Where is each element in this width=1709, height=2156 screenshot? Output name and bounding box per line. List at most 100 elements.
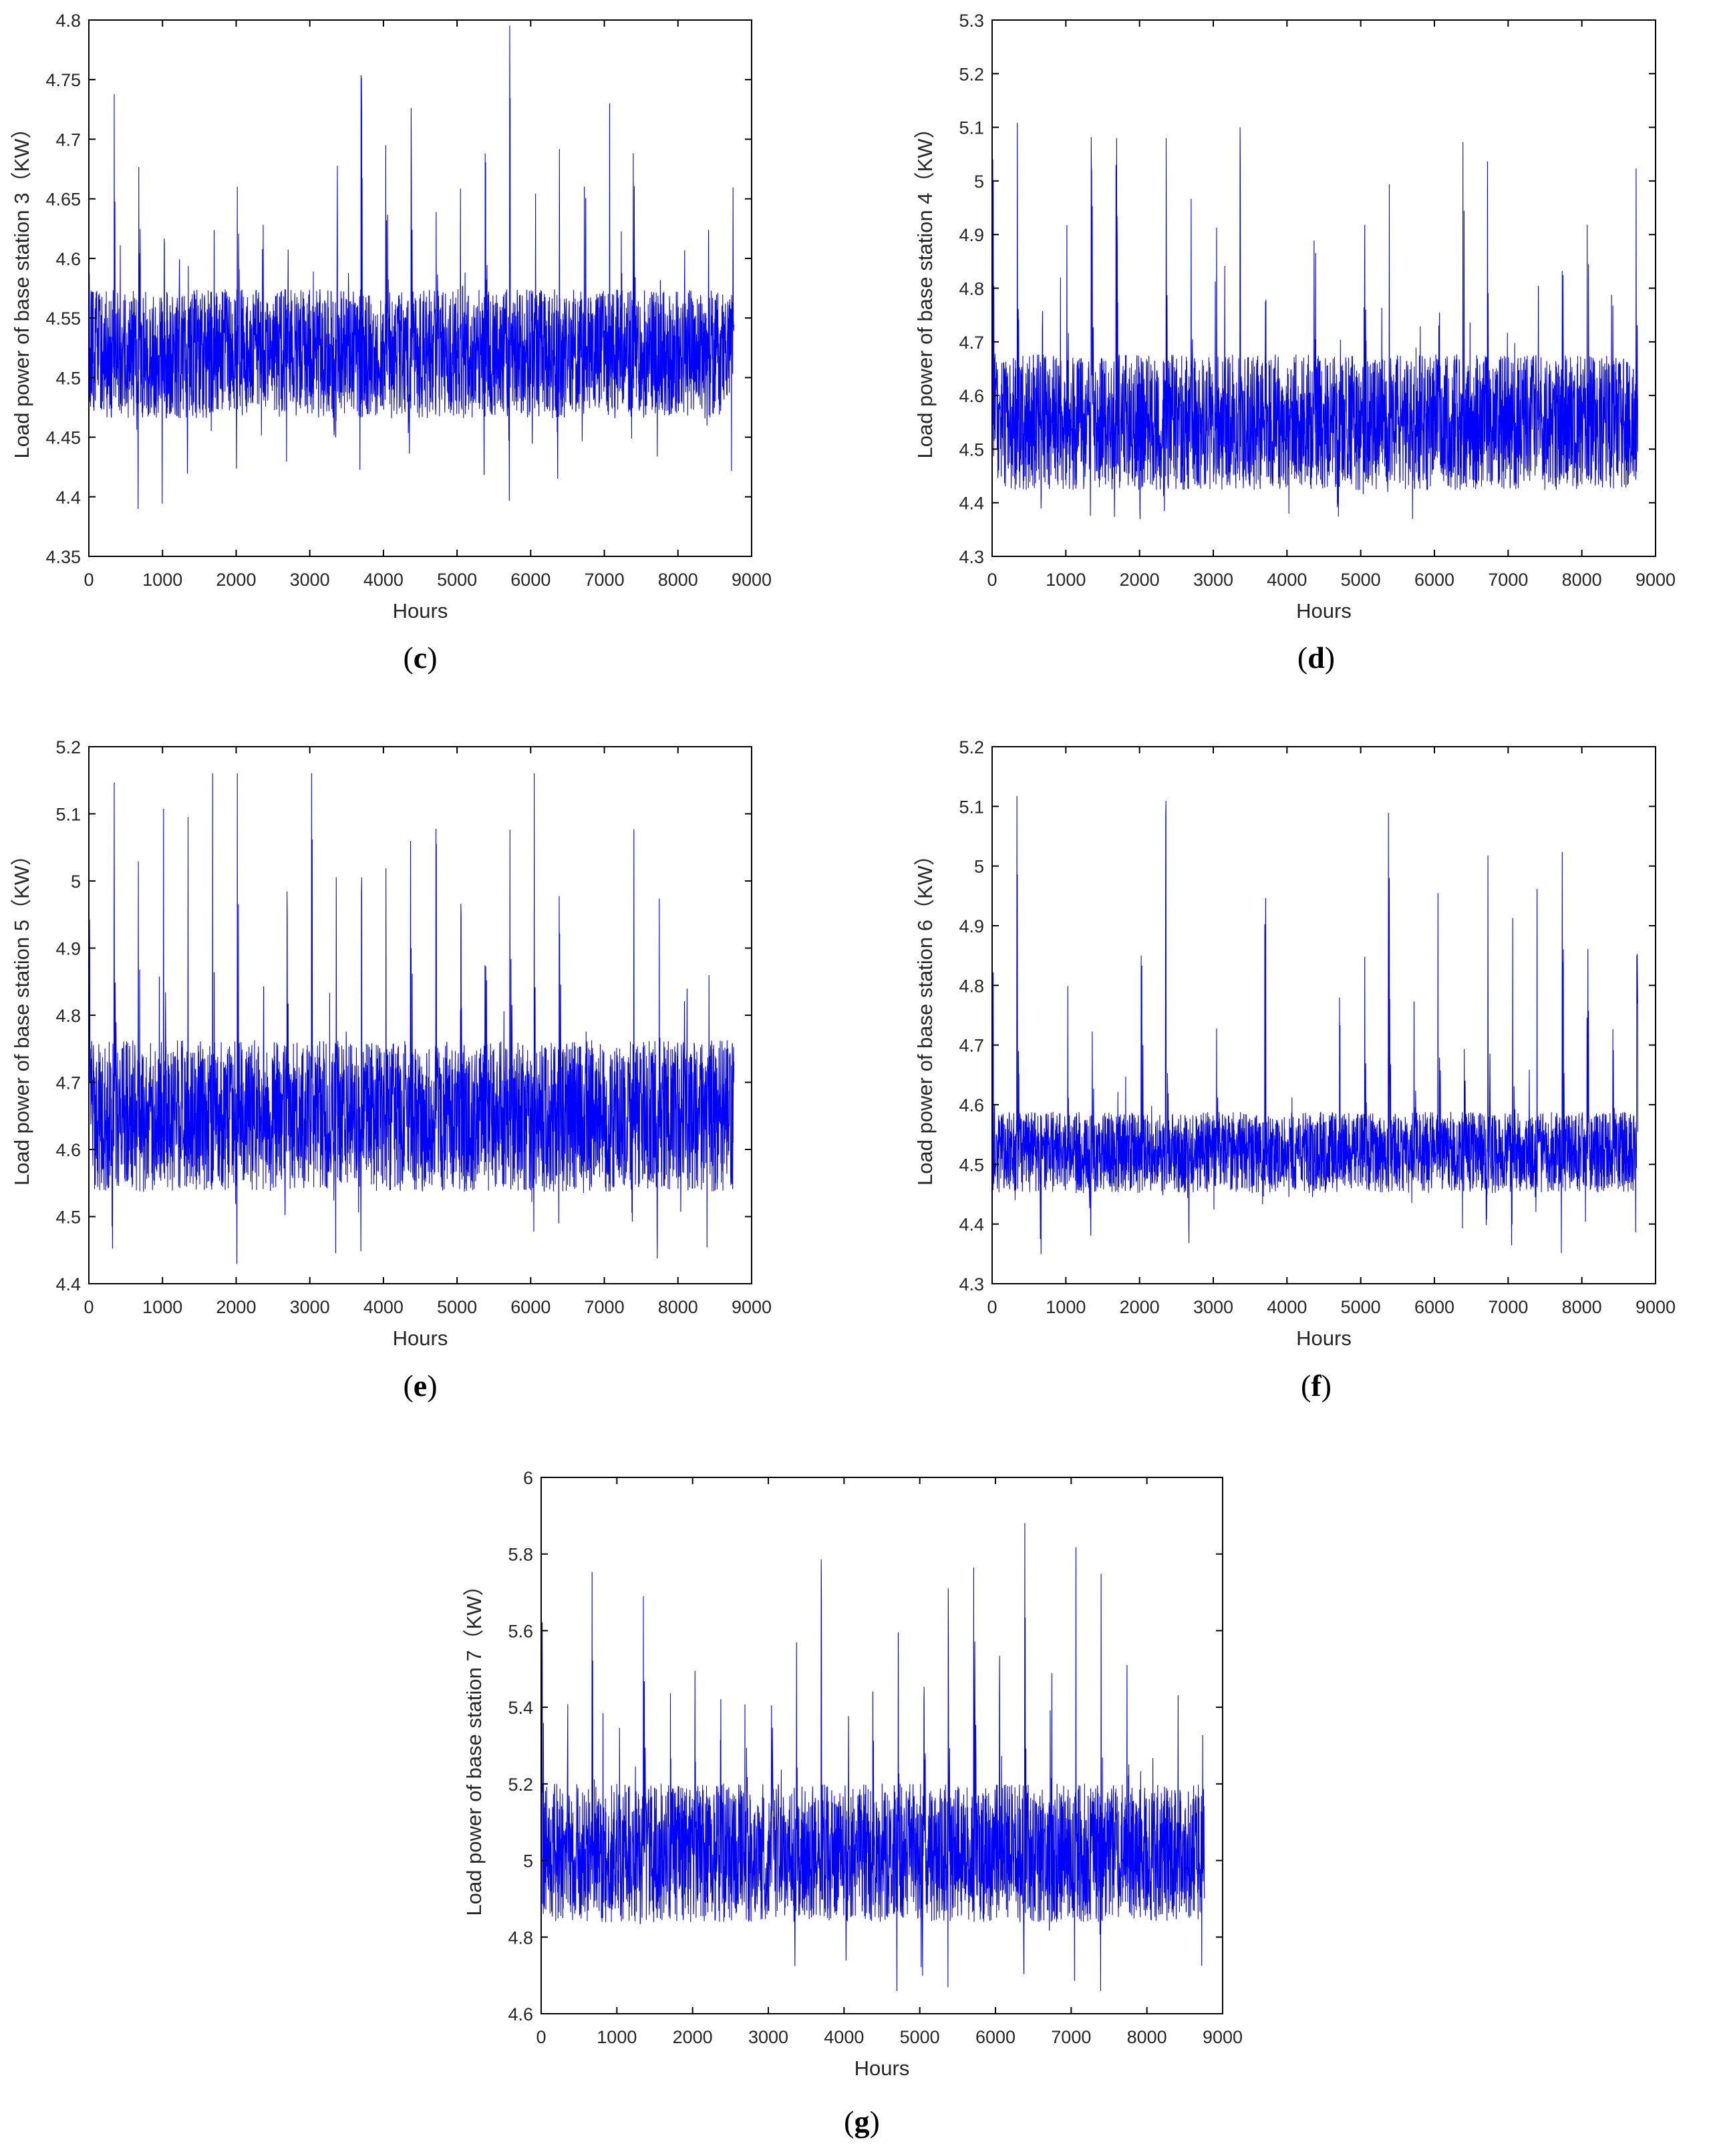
y-tick-label: 5.2	[959, 737, 984, 757]
series-line-d	[991, 122, 1639, 520]
x-tick-label: 4000	[1267, 1297, 1307, 1317]
y-tick-label: 5.1	[959, 797, 984, 817]
y-tick-label: 4.8	[508, 1928, 533, 1948]
y-tick-label: 5.1	[55, 805, 81, 825]
y-tick-label: 4.5	[959, 439, 984, 460]
x-tick-label: 6000	[510, 1297, 551, 1317]
panel-caption-c: (c)	[403, 641, 437, 675]
chart-panel-c: 0 1000 2000 3000 4000 5000 6000 7000 8000 9000 4.3…	[10, 11, 772, 675]
y-tick-label: 4.4	[55, 488, 81, 508]
x-tick-label: 5000	[437, 1297, 477, 1317]
x-tick-label: 5000	[900, 2027, 940, 2047]
chart-panel-f: 0 1000 2000 3000 4000 5000 6000 7000 8000 9000 4.3…	[913, 737, 1676, 1403]
caption-letter: g	[854, 2105, 870, 2139]
x-tick-label: 9000	[1203, 2027, 1243, 2047]
y-tick-label: 4.5	[55, 368, 81, 388]
y-tick-label: 4.6	[508, 2004, 533, 2024]
y-tick-label: 5.4	[508, 1698, 533, 1718]
x-tick-label: 3000	[290, 1297, 330, 1317]
caption-open: (	[844, 2105, 854, 2139]
x-tick-label: 4000	[1267, 570, 1307, 590]
panel-caption-d: (d)	[1297, 641, 1335, 675]
y-tick-label: 5.1	[959, 118, 984, 138]
x-tick-label: 4000	[363, 570, 404, 590]
caption-letter: d	[1307, 641, 1325, 675]
series-line-c	[88, 25, 735, 510]
y-tick-label: 4.7	[959, 333, 984, 353]
y-tick-label: 6	[523, 1468, 533, 1488]
y-tick-label: 4.9	[55, 939, 81, 959]
y-axis-label: Load power of base station 7（KW）	[462, 1575, 486, 1916]
x-tick-label: 3000	[748, 2027, 788, 2047]
x-tick-label: 1000	[1046, 570, 1086, 590]
x-axis-label: Hours	[1296, 599, 1352, 622]
y-axis-label: Load power of base station 6（KW）	[913, 845, 937, 1186]
x-tick-label: 7000	[1488, 1297, 1528, 1317]
chart-panel-e: 0 1000 2000 3000 4000 5000 6000 7000 8000 9000 4.4…	[10, 737, 772, 1403]
x-tick-label: 4000	[363, 1297, 404, 1317]
x-tick-label: 8000	[658, 1297, 698, 1317]
x-tick-label: 5000	[1341, 1297, 1381, 1317]
x-tick-label: 6000	[975, 2027, 1016, 2047]
x-axis-label: Hours	[393, 1326, 448, 1350]
y-tick-label: 5	[523, 1851, 533, 1871]
axes-box	[88, 19, 752, 557]
x-tick-label: 6000	[1414, 570, 1454, 590]
y-tick-label: 4.4	[55, 1274, 81, 1294]
chart-panel-d: 0 1000 2000 3000 4000 5000 6000 7000 8000 9000 4.3…	[913, 11, 1676, 675]
x-tick-label: 8000	[1127, 2027, 1167, 2047]
caption-letter: e	[414, 1369, 427, 1403]
x-tick-label: 3000	[1193, 570, 1233, 590]
caption-open: (	[1301, 1369, 1311, 1403]
y-tick-label: 4.6	[959, 1095, 984, 1115]
x-tick-label: 3000	[1193, 1297, 1233, 1317]
x-tick-label: 0	[987, 1297, 997, 1317]
y-tick-label: 4.7	[55, 130, 81, 150]
series-line-g	[540, 1523, 1205, 1992]
panel-caption-f: (f)	[1301, 1369, 1332, 1403]
x-tick-label: 0	[987, 570, 997, 590]
caption-close: )	[1325, 641, 1335, 675]
y-tick-label: 4.6	[55, 249, 81, 269]
caption-open: (	[1297, 641, 1307, 675]
x-tick-label: 5000	[437, 570, 477, 590]
x-axis-label: Hours	[854, 2056, 910, 2080]
x-tick-label: 3000	[290, 570, 330, 590]
y-tick-label: 4.55	[45, 309, 81, 329]
x-tick-label: 9000	[732, 570, 772, 590]
y-tick-label: 4.8	[55, 11, 81, 31]
x-tick-label: 7000	[1051, 2027, 1091, 2047]
y-tick-label: 5	[71, 872, 81, 892]
x-tick-label: 6000	[1414, 1297, 1454, 1317]
x-tick-label: 9000	[732, 1297, 772, 1317]
x-tick-label: 9000	[1636, 570, 1676, 590]
series-line-e	[88, 773, 735, 1264]
x-tick-label: 2000	[1120, 1297, 1160, 1317]
x-tick-label: 9000	[1636, 1297, 1676, 1317]
y-tick-label: 5.2	[508, 1775, 533, 1795]
y-tick-label: 4.6	[55, 1140, 81, 1160]
y-tick-label: 5.2	[55, 737, 81, 757]
y-tick-label: 4.6	[959, 386, 984, 406]
x-tick-label: 8000	[1562, 1297, 1602, 1317]
y-tick-label: 5.2	[959, 64, 984, 84]
series-line-f	[991, 795, 1639, 1254]
x-axis-label: Hours	[1296, 1326, 1352, 1350]
x-tick-label: 1000	[142, 1297, 182, 1317]
x-tick-label: 7000	[585, 1297, 625, 1317]
y-tick-label: 4.9	[959, 225, 984, 245]
caption-letter: c	[414, 641, 427, 675]
chart-panel-g: 0 1000 2000 3000 4000 5000 6000 7000 8000 9000 4.6…	[462, 1468, 1243, 2139]
x-tick-label: 1000	[142, 570, 182, 590]
x-tick-label: 8000	[658, 570, 698, 590]
x-tick-label: 7000	[585, 570, 625, 590]
x-tick-label: 2000	[216, 1297, 256, 1317]
y-tick-label: 4.65	[45, 190, 81, 210]
y-tick-label: 4.35	[45, 547, 81, 567]
y-tick-label: 4.5	[959, 1155, 984, 1175]
x-tick-label: 2000	[673, 2027, 713, 2047]
x-axis-label: Hours	[393, 599, 448, 622]
axes-box	[991, 746, 1656, 1284]
x-tick-label: 0	[84, 1297, 94, 1317]
